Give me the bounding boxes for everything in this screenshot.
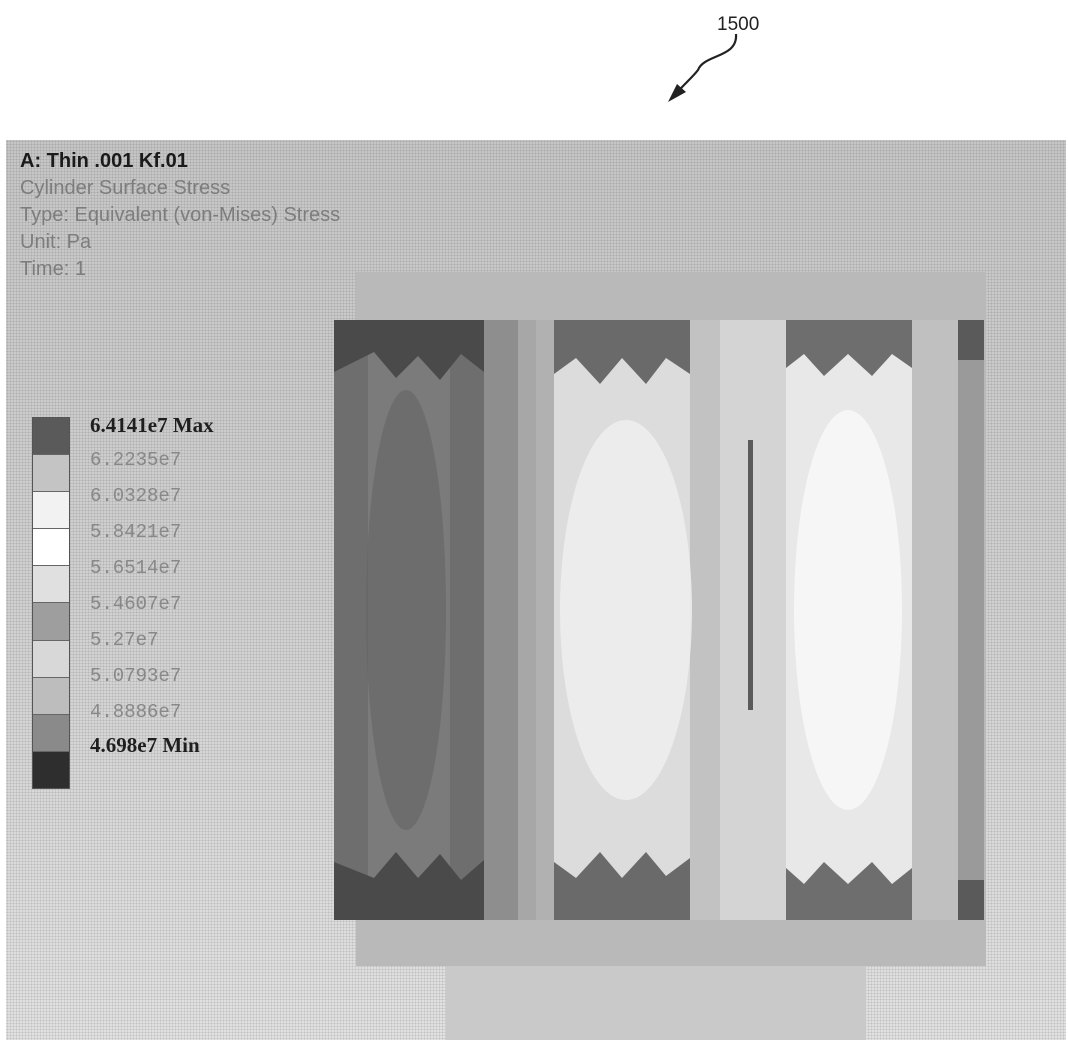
legend-label: 4.8886e7 [90, 701, 182, 723]
stress-peak-bottom-4 [958, 880, 984, 920]
stress-peak-top-1 [334, 320, 484, 380]
legend-swatch-10 [33, 751, 69, 788]
legend-label: 5.6514e7 [90, 557, 182, 579]
legend-swatch-3 [33, 492, 69, 530]
result-type: Type: Equivalent (von-Mises) Stress [20, 204, 341, 226]
stress-peak-top-4 [958, 320, 984, 360]
stress-peak-bottom-3 [786, 862, 912, 920]
legend-label: 6.2235e7 [90, 449, 182, 471]
legend-color-bar [32, 417, 70, 789]
legend-swatch-2 [33, 455, 69, 493]
legend-swatch-7 [33, 640, 69, 678]
legend-label-max: 6.4141e7 Max [90, 413, 214, 437]
legend-swatch-1 [33, 418, 69, 456]
figure-reference-arrow [668, 33, 738, 102]
stress-band-5 [958, 320, 984, 920]
legend-swatch-4 [33, 529, 69, 567]
simulation-viewport: A: Thin .001 Kf.01 Cylinder Surface Stre… [6, 140, 1066, 1040]
legend-label: 6.0328e7 [90, 485, 182, 507]
stress-peak-top-2 [554, 320, 690, 384]
stress-peak-bottom-1 [334, 852, 484, 920]
stress-band-3-crease [748, 440, 753, 710]
stress-shade-band-1 [366, 390, 446, 830]
legend-swatch-8 [33, 677, 69, 715]
stress-peak-bottom-2 [554, 852, 690, 920]
legend-swatch-9 [33, 714, 69, 752]
figure-reference-number: 1500 [717, 14, 760, 35]
stress-band-2-right-edge [690, 320, 720, 920]
result-time: Time: 1 [20, 258, 86, 280]
stress-hotspot-band-2 [560, 420, 692, 800]
stress-band-1-edge [484, 320, 518, 920]
stress-peak-top-3 [786, 320, 912, 376]
result-title: A: Thin .001 Kf.01 [20, 150, 188, 172]
legend-swatch-5 [33, 566, 69, 604]
legend-swatch-6 [33, 603, 69, 641]
result-info-block: A: Thin .001 Kf.01 Cylinder Surface Stre… [20, 148, 340, 283]
legend-label: 5.4607e7 [90, 593, 182, 615]
stress-hotspot-band-3 [794, 410, 902, 810]
result-name: Cylinder Surface Stress [20, 177, 231, 199]
legend-label-min: 4.698e7 Min [90, 733, 200, 757]
legend-label: 5.27e7 [90, 629, 159, 651]
legend-label: 5.8421e7 [90, 521, 182, 543]
result-unit: Unit: Pa [20, 231, 92, 253]
cylinder-stress-model [334, 272, 986, 1040]
legend-label: 5.0793e7 [90, 665, 182, 687]
stress-band-2-edge [536, 320, 554, 920]
stress-band-4 [912, 320, 958, 920]
